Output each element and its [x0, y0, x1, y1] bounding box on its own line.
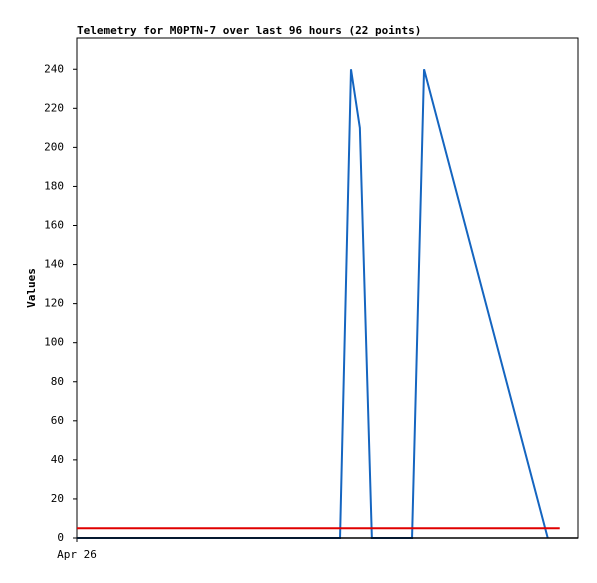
y-tick-label: 120 [44, 297, 64, 310]
y-tick-label: 80 [51, 375, 64, 388]
y-tick-label: 20 [51, 492, 64, 505]
data-line [77, 68, 549, 539]
y-tick-label: 40 [51, 453, 64, 466]
chart-title: Telemetry for M0PTN-7 over last 96 hours… [77, 24, 421, 37]
y-tick-label: 240 [44, 62, 64, 75]
plot-frame [76, 37, 579, 539]
y-tick-label: 160 [44, 219, 64, 232]
y-tick-label: 220 [44, 101, 64, 114]
y-tick-label: 140 [44, 258, 64, 271]
x-tick-label: Apr 26 [57, 548, 97, 561]
y-tick-label: 180 [44, 179, 64, 192]
y-tick-label: 0 [57, 531, 64, 544]
y-tick-label: 100 [44, 336, 64, 349]
y-tick-label: 200 [44, 140, 64, 153]
y-axis-label: Values [25, 268, 38, 308]
y-tick-label: 60 [51, 414, 64, 427]
